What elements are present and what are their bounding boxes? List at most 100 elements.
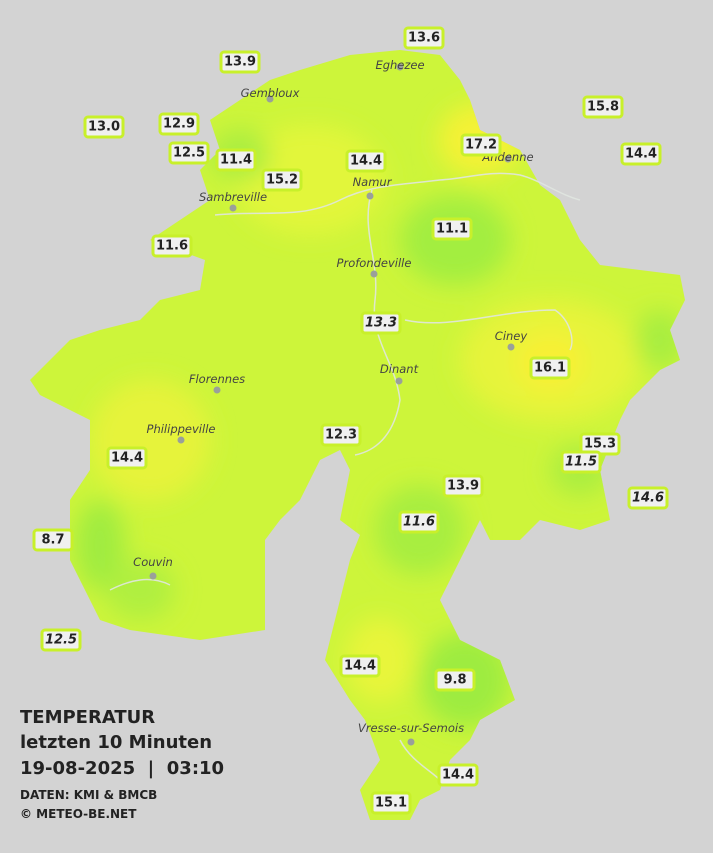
station-box xyxy=(168,141,210,165)
station-box xyxy=(370,791,412,815)
station-box xyxy=(431,217,473,241)
rivers xyxy=(109,172,581,781)
station-value: 9.8 xyxy=(443,673,466,688)
city-name: Florennes xyxy=(189,372,245,386)
station: 11.4 xyxy=(215,148,257,172)
station-value: 15.8 xyxy=(587,100,619,115)
station-value: 8.7 xyxy=(41,533,64,548)
station-value: 17.2 xyxy=(465,138,497,153)
station-box xyxy=(32,528,74,552)
city-name: Gembloux xyxy=(241,86,300,100)
station-box xyxy=(582,95,624,119)
station: 14.4 xyxy=(339,654,381,678)
station-value: 16.1 xyxy=(534,361,566,376)
station: 16.1 xyxy=(529,356,571,380)
city-name: Vresse-sur-Semois xyxy=(358,721,464,735)
station: 15.8 xyxy=(582,95,624,119)
station: 14.4 xyxy=(437,763,479,787)
city-name: Eghezee xyxy=(375,58,424,72)
source: DATEN: KMI & BMCB xyxy=(20,788,157,802)
station-box xyxy=(215,148,257,172)
city-dot xyxy=(504,155,512,163)
station: 11.5 xyxy=(560,450,602,474)
station: 9.8 xyxy=(434,668,476,692)
city-dot xyxy=(395,377,403,385)
station: 13.3 xyxy=(360,311,402,335)
station-box xyxy=(320,423,362,447)
station: 8.7 xyxy=(32,528,74,552)
station-box xyxy=(529,356,571,380)
station: 14.4 xyxy=(345,149,387,173)
station-value: 13.9 xyxy=(447,479,479,494)
station-value: 11.1 xyxy=(436,222,468,237)
station-box xyxy=(442,474,484,498)
station: 11.6 xyxy=(151,234,193,258)
city-dot xyxy=(396,63,404,71)
station: 14.6 xyxy=(627,486,669,510)
city-dot xyxy=(507,343,515,351)
station-box xyxy=(627,486,669,510)
station-box xyxy=(151,234,193,258)
city-name: Namur xyxy=(353,175,393,189)
station-box xyxy=(620,142,662,166)
station-box xyxy=(403,26,445,50)
station-box xyxy=(345,149,387,173)
subtitle: letzten 10 Minuten xyxy=(20,732,212,753)
station: 15.2 xyxy=(261,168,303,192)
copyright: © METEO-BE.NET xyxy=(20,807,137,821)
station-box xyxy=(560,450,602,474)
station-value: 15.2 xyxy=(266,173,298,188)
city-dot xyxy=(229,204,237,212)
station: 13.9 xyxy=(219,50,261,74)
station-value: 12.9 xyxy=(163,117,195,132)
station-value: 14.6 xyxy=(632,491,664,506)
legend-title: TEMPERATUR letzten 10 Minuten 19-08-2025… xyxy=(20,707,224,821)
station-value: 12.5 xyxy=(173,146,205,161)
station-value: 11.6 xyxy=(156,239,188,254)
station-value: 11.6 xyxy=(403,515,435,530)
city-dot xyxy=(213,386,221,394)
station-value: 14.4 xyxy=(350,154,382,169)
city-dot xyxy=(149,572,157,580)
station-box xyxy=(261,168,303,192)
station-box xyxy=(339,654,381,678)
city-dot xyxy=(177,436,185,444)
city-name: Dinant xyxy=(380,362,419,376)
city-name: Couvin xyxy=(133,555,173,569)
city-dot xyxy=(407,738,415,746)
station-box xyxy=(83,115,125,139)
station: 17.2 xyxy=(460,133,502,157)
station-box xyxy=(434,668,476,692)
city-name: Profondeville xyxy=(337,256,412,270)
station: 14.4 xyxy=(106,446,148,470)
station: 12.5 xyxy=(40,628,82,652)
station-box xyxy=(40,628,82,652)
city-dot xyxy=(366,192,374,200)
station-box xyxy=(219,50,261,74)
station-box xyxy=(437,763,479,787)
station-value: 11.4 xyxy=(220,153,252,168)
station-value: 14.4 xyxy=(442,768,474,783)
station: 15.1 xyxy=(370,791,412,815)
station-value: 14.4 xyxy=(111,451,143,466)
city-dot xyxy=(370,270,378,278)
station-value: 14.4 xyxy=(625,147,657,162)
station-value: 13.3 xyxy=(365,316,397,331)
station: 11.6 xyxy=(398,510,440,534)
station: 12.9 xyxy=(158,112,200,136)
title: TEMPERATUR xyxy=(20,707,155,728)
station-box xyxy=(158,112,200,136)
station: 13.6 xyxy=(403,26,445,50)
station-value: 12.5 xyxy=(45,633,77,648)
station-value: 14.4 xyxy=(344,659,376,674)
city-dot xyxy=(266,95,274,103)
station-value: 11.5 xyxy=(565,455,597,470)
temperature-field xyxy=(75,104,685,728)
datetime: 19-08-2025 | 03:10 xyxy=(20,758,224,779)
station: 12.3 xyxy=(320,423,362,447)
station: 13.0 xyxy=(83,115,125,139)
station: 11.1 xyxy=(431,217,473,241)
city-name: Sambreville xyxy=(199,190,267,204)
station: 14.4 xyxy=(620,142,662,166)
